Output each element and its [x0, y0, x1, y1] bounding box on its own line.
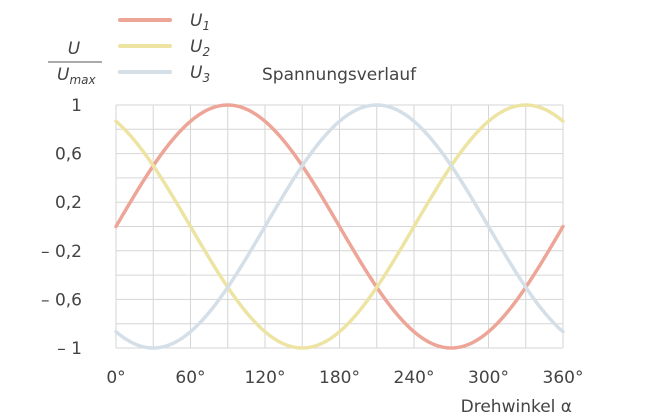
chart-title: Spannungsverlauf — [262, 65, 417, 85]
x-tick-label: 0° — [106, 368, 125, 388]
legend-label-u1: U1 — [190, 11, 210, 33]
x-tick-label: 60° — [175, 368, 205, 388]
legend-label-base: U — [190, 37, 203, 57]
y-tick-label: 0,6 — [55, 145, 82, 165]
y-tick-label: 1 — [71, 96, 82, 116]
y-axis-denominator-sub: max — [69, 73, 96, 87]
x-axis-label: Drehwinkel α — [461, 397, 572, 416]
legend-label-base: U — [190, 63, 203, 83]
series-lines — [114, 103, 565, 350]
legend-label-sub: 2 — [202, 45, 210, 59]
x-tick-label: 360° — [543, 368, 584, 388]
y-tick-label: 0,2 — [55, 193, 82, 213]
legend-label-base: U — [190, 11, 203, 31]
y-axis-numerator: U — [68, 39, 81, 59]
legend-label-u3: U3 — [190, 63, 210, 85]
y-axis-denominator-base: U — [57, 65, 70, 85]
x-tick-label: 180° — [319, 368, 360, 388]
y-axis-denominator: Umax — [57, 65, 96, 87]
legend-label-sub: 1 — [202, 19, 210, 33]
series-line-u2 — [114, 103, 565, 350]
x-tick-labels: 0° 60° 120° 180° 240° 300° 360° — [106, 368, 583, 388]
series-line-u1 — [114, 103, 565, 350]
legend-label-sub: 3 — [202, 71, 210, 85]
y-tick-label: – 0,2 — [41, 242, 82, 262]
y-axis-label: U Umax — [48, 39, 102, 87]
legend-label-u2: U2 — [190, 37, 210, 59]
y-tick-labels: 1 0,6 0,2 – 0,2 – 0,6 – 1 — [41, 96, 82, 359]
series-line-u3 — [114, 103, 565, 350]
x-tick-label: 300° — [468, 368, 509, 388]
x-tick-label: 120° — [245, 368, 286, 388]
x-tick-label: 240° — [394, 368, 435, 388]
y-tick-label: – 1 — [57, 339, 82, 359]
y-tick-label: – 0,6 — [41, 290, 82, 310]
